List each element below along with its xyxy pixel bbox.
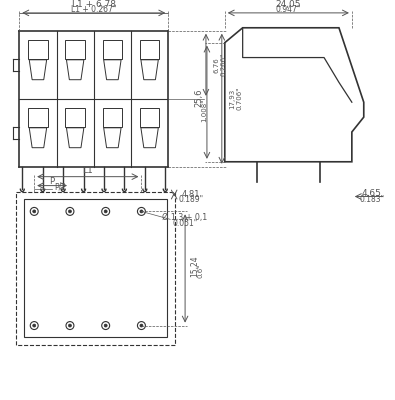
Circle shape	[68, 324, 71, 327]
Text: 1.008": 1.008"	[201, 98, 207, 122]
Text: 4,81: 4,81	[182, 190, 200, 199]
Text: L1 + 0.267": L1 + 0.267"	[71, 6, 117, 14]
Text: P/2: P/2	[54, 182, 66, 191]
Circle shape	[68, 210, 71, 213]
Text: 4,65: 4,65	[362, 189, 382, 198]
Text: 0.6": 0.6"	[198, 263, 204, 278]
Text: 17,93
0.706": 17,93 0.706"	[229, 87, 242, 110]
Text: P: P	[49, 177, 55, 186]
Circle shape	[104, 324, 107, 327]
Circle shape	[33, 210, 36, 213]
Circle shape	[140, 324, 143, 327]
Text: 15,24: 15,24	[190, 256, 199, 277]
Circle shape	[104, 210, 107, 213]
Text: 0.189": 0.189"	[179, 195, 203, 204]
Text: 0.051": 0.051"	[173, 219, 198, 228]
Text: 0.947": 0.947"	[276, 6, 301, 14]
Text: 0.183": 0.183"	[359, 195, 384, 204]
Text: L1 + 6,78: L1 + 6,78	[72, 0, 116, 10]
Circle shape	[33, 324, 36, 327]
Text: Ø 1,3 + 0,1: Ø 1,3 + 0,1	[162, 213, 208, 222]
Text: 6.76
0.266": 6.76 0.266"	[213, 53, 226, 76]
Text: L1: L1	[83, 166, 93, 175]
Text: 25,6: 25,6	[194, 88, 203, 106]
Text: 24,05: 24,05	[276, 0, 301, 10]
Circle shape	[140, 210, 143, 213]
